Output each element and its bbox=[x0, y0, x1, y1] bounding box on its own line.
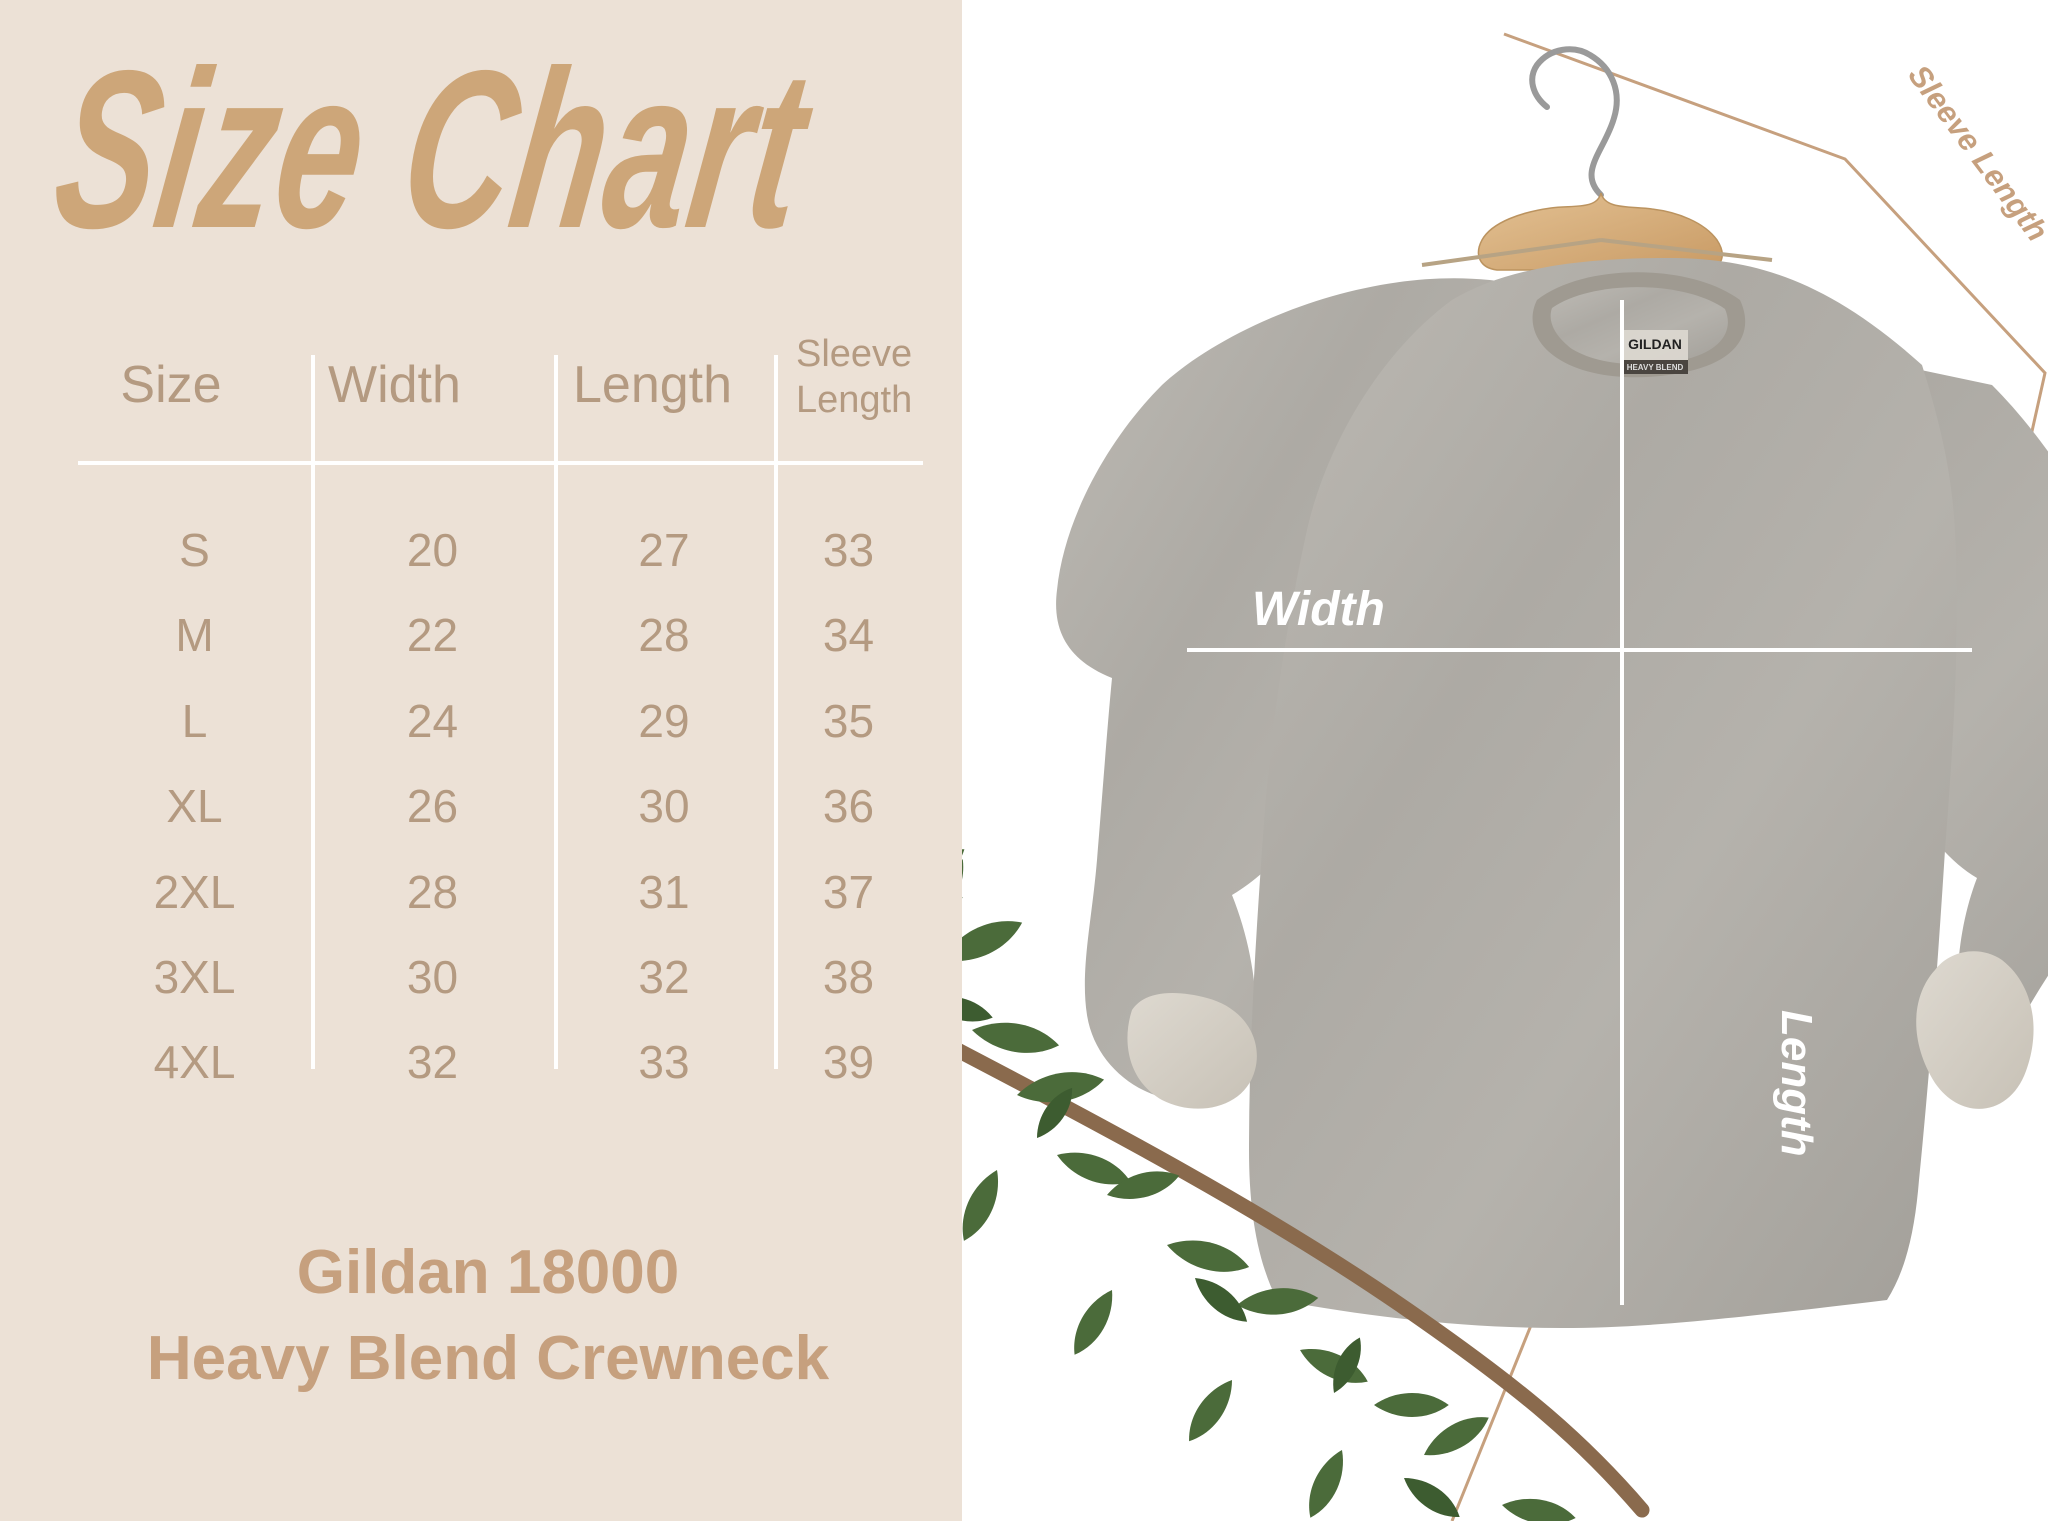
svg-text:GILDAN: GILDAN bbox=[1628, 336, 1682, 352]
svg-text:HEAVY BLEND: HEAVY BLEND bbox=[1627, 363, 1684, 372]
svg-text:Width: Width bbox=[1252, 583, 1385, 636]
svg-text:Length: Length bbox=[1772, 1010, 1821, 1157]
svg-text:Sleeve Length: Sleeve Length bbox=[1901, 58, 2048, 247]
